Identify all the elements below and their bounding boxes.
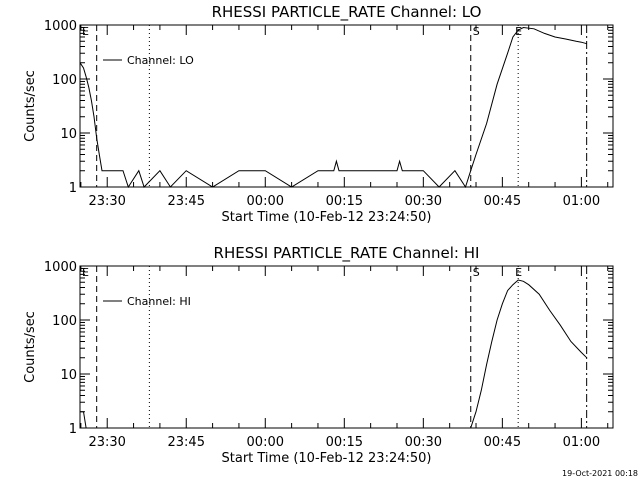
x-axis-label: Start Time (10-Feb-12 23:24:50) <box>222 210 432 225</box>
x-tick-label: 23:30 <box>88 435 125 450</box>
marker-label-left: E <box>82 25 89 38</box>
y-axis-label: Counts/sec <box>23 70 38 142</box>
x-tick-label: 00:15 <box>326 435 363 450</box>
y-axis-label: Counts/sec <box>23 311 38 383</box>
x-tick-label: 01:00 <box>563 435 600 450</box>
y-tick-label: 1000 <box>44 19 77 34</box>
x-tick-label: 00:00 <box>247 194 284 209</box>
x-tick-label: 23:30 <box>88 194 125 209</box>
x-tick-label: 00:45 <box>484 435 521 450</box>
panel-hi: RHESSI PARTICLE_RATE Channel: HI 1 10 100 10… <box>23 244 614 466</box>
y-tick-label: 1 <box>69 422 77 437</box>
plot-frame <box>79 24 614 188</box>
y-tick-label: 10 <box>60 127 77 142</box>
chart-title: RHESSI PARTICLE_RATE Channel: LO <box>212 3 482 22</box>
series-line <box>79 26 587 189</box>
y-tick-label: 1000 <box>44 260 77 275</box>
legend-label: Channel: LO <box>127 54 194 67</box>
marker-label-e: E <box>515 25 522 38</box>
y-tick-label: 100 <box>52 314 77 329</box>
x-tick-label: 01:00 <box>563 194 600 209</box>
legend-label: Channel: HI <box>127 295 191 308</box>
marker-label-s: S <box>473 266 480 279</box>
chart-title: RHESSI PARTICLE_RATE Channel: HI <box>214 244 480 263</box>
x-tick-label: 00:30 <box>405 435 442 450</box>
marker-label-s: S <box>473 25 480 38</box>
marker-label-left: E <box>82 266 89 279</box>
marker-label-e: E <box>515 266 522 279</box>
x-tick-label: 00:30 <box>405 194 442 209</box>
footer-timestamp: 19-Oct-2021 00:18 <box>562 469 638 478</box>
plot-frame <box>79 265 614 429</box>
y-tick-label: 10 <box>60 368 77 383</box>
y-tick-label: 100 <box>52 73 77 88</box>
x-axis-label: Start Time (10-Feb-12 23:24:50) <box>222 451 432 466</box>
series-line <box>80 279 588 429</box>
x-tick-label: 23:45 <box>168 194 205 209</box>
x-tick-label: 00:45 <box>484 194 521 209</box>
x-tick-label: 23:45 <box>168 435 205 450</box>
panel-lo: RHESSI PARTICLE_RATE Channel: LO 1 10 100 10… <box>23 3 614 225</box>
x-tick-label: 00:15 <box>326 194 363 209</box>
x-tick-label: 00:00 <box>247 435 284 450</box>
y-tick-label: 1 <box>69 181 77 196</box>
